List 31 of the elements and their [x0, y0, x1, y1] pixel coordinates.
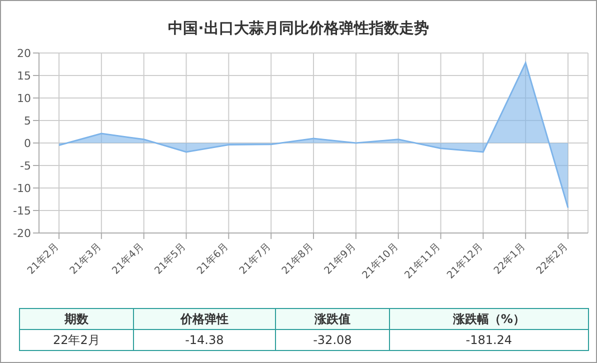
x-tick-label: 21年6月: [194, 240, 231, 277]
x-tick-label: 21年10月: [360, 240, 400, 282]
x-tick-label: 22年1月: [492, 240, 528, 277]
text: 涨跌幅（%）: [389, 308, 588, 330]
x-tick-label: 21年9月: [322, 240, 358, 277]
y-tick-label: 0: [24, 136, 31, 150]
chart-title: 中国·出口大蒜月同比价格弹性指数走势: [167, 19, 430, 39]
y-tick-label: 20: [17, 46, 31, 60]
text: -181.24: [389, 330, 588, 350]
y-tick-label: -20: [13, 226, 31, 240]
text: 价格弹性: [133, 308, 276, 330]
x-tick-label: 21年12月: [444, 240, 486, 282]
x-tick-label: 21年7月: [237, 240, 274, 277]
y-tick-label: -10: [13, 182, 31, 195]
x-tick-label: 21年8月: [279, 240, 316, 277]
x-tick-label: 22年2月: [534, 240, 570, 277]
x-tick-label: 21年11月: [402, 240, 443, 282]
x-tick-label: 21年3月: [67, 240, 104, 277]
text: 期数: [20, 308, 134, 330]
y-tick-label: -15: [13, 204, 31, 218]
x-tick-label: 21年2月: [24, 240, 62, 277]
text: 22年2月: [20, 330, 134, 350]
y-tick-label: 10: [17, 92, 31, 105]
y-tick-label: -5: [20, 159, 31, 172]
text: -32.08: [276, 330, 390, 350]
y-tick-label: 15: [17, 69, 31, 82]
text: 涨跌值: [276, 308, 390, 330]
y-tick-label: 5: [24, 114, 31, 128]
text: -14.38: [133, 330, 276, 350]
x-tick-label: 21年4月: [110, 240, 146, 277]
x-tick-label: 21年5月: [152, 240, 188, 277]
